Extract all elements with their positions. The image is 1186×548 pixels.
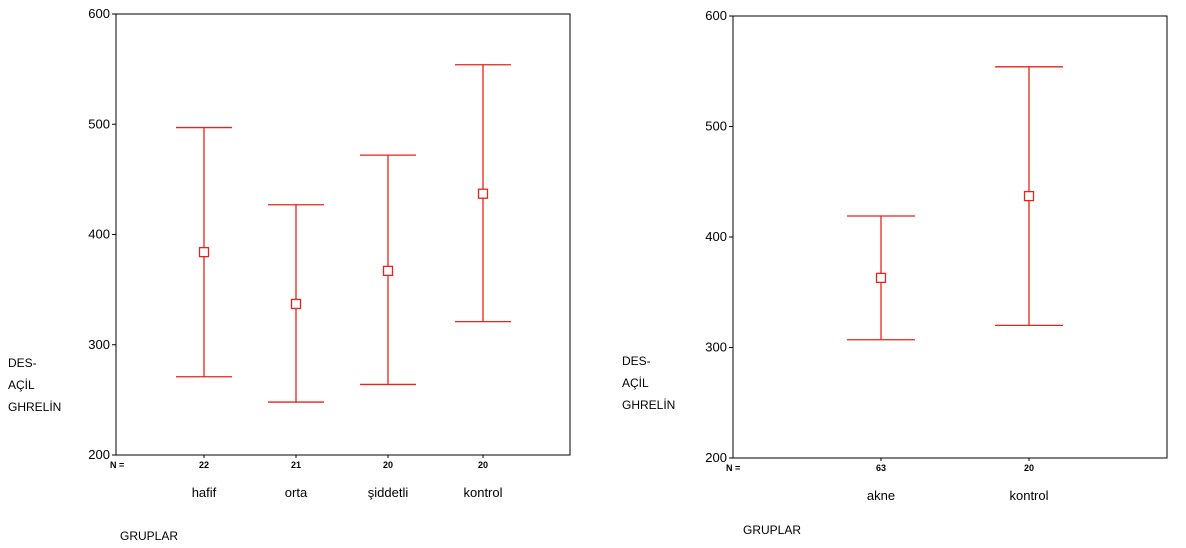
mean-marker <box>290 298 302 310</box>
category-label: orta <box>285 485 308 500</box>
n-label: N = <box>110 460 124 470</box>
y-tick-label: 200 <box>705 450 727 465</box>
n-value: 22 <box>199 460 209 470</box>
n-value: 20 <box>478 460 488 470</box>
y-tick-label: 600 <box>705 8 727 23</box>
y-tick-label: 200 <box>88 447 110 462</box>
plot-frame <box>732 15 1168 459</box>
n-value: 21 <box>291 460 301 470</box>
n-value: 20 <box>383 460 393 470</box>
y-tick-label: 600 <box>88 6 110 21</box>
mean-marker <box>477 188 489 199</box>
category-label: akne <box>867 488 895 503</box>
error-bar-hafif <box>176 126 232 378</box>
error-bar-orta <box>268 204 324 403</box>
mean-marker <box>1023 190 1035 202</box>
mean-marker <box>875 272 887 284</box>
mean-marker <box>198 246 210 258</box>
y-tick-label: 500 <box>705 119 727 134</box>
y-axis-label-line: GHRELİN <box>8 400 61 414</box>
y-axis-label-line: AÇİL <box>622 376 649 390</box>
y-axis-label-line: AÇİL <box>8 378 35 392</box>
category-label: kontrol <box>463 485 502 500</box>
category-label: şiddetli <box>368 485 409 500</box>
error-bar-kontrol <box>995 66 1063 327</box>
x-axis-label: GRUPLAR <box>120 529 178 543</box>
y-axis-label-line: DES- <box>622 354 651 368</box>
y-tick-label: 300 <box>705 340 727 355</box>
category-label: kontrol <box>1009 488 1048 503</box>
y-tick-label: 300 <box>88 337 110 352</box>
plot-frame <box>115 13 571 456</box>
y-axis-label-line: DES- <box>8 356 37 370</box>
n-value: 20 <box>1024 463 1034 473</box>
y-tick-label: 400 <box>705 229 727 244</box>
chart-2: 200 300 400 500 600 DES- AÇİL GHRELİN GRUPLAR N =… <box>622 8 1168 537</box>
n-label: N = <box>726 463 740 473</box>
y-tick-label: 400 <box>88 227 110 242</box>
y-axis-label-line: GHRELİN <box>622 398 675 412</box>
n-value: 63 <box>876 463 886 473</box>
category-label: hafif <box>192 485 217 500</box>
chart-1: 200 300 400 500 600 DES- AÇİL GHRELİN GRUPLAR N =… <box>8 6 571 543</box>
error-bar-kontrol <box>455 64 511 323</box>
mean-marker <box>382 265 394 277</box>
x-axis-label: GRUPLAR <box>743 523 801 537</box>
y-tick-label: 500 <box>88 116 110 131</box>
error-bar-şiddetli <box>360 154 416 386</box>
error-bar-akne <box>847 215 915 341</box>
